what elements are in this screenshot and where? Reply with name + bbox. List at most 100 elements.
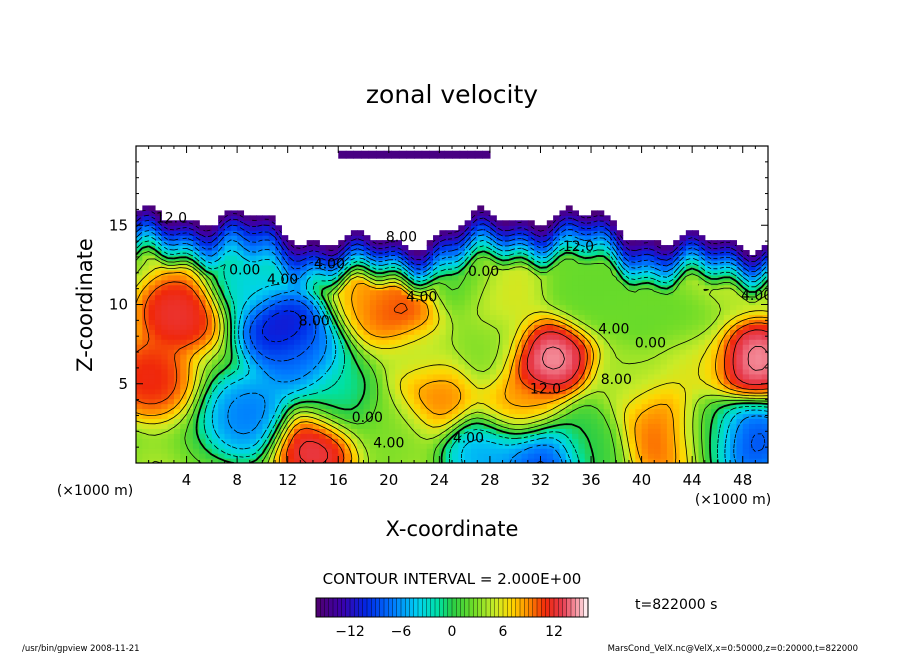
field-cell [300,388,308,395]
field-cell [755,329,763,335]
field-cell [736,264,744,271]
field-cell [395,264,403,271]
field-cell [458,269,466,276]
field-cell [275,324,282,330]
field-cell [546,250,554,256]
field-cell [622,324,630,330]
field-cell [268,319,276,325]
field-cell [666,329,674,335]
field-cell [458,438,466,444]
field-cell [553,304,561,311]
field-cell [388,363,396,370]
field-cell [559,309,567,315]
field-cell [382,279,390,286]
field-cell [635,304,643,311]
field-cell [357,403,365,410]
field-cell [376,339,384,345]
field-cell [527,225,535,231]
field-cell [698,339,706,345]
field-cell [363,284,371,291]
field-cell [584,334,592,340]
field-cell [331,299,339,306]
field-cell [572,443,579,449]
field-cell [534,324,542,330]
field-cell [622,304,630,311]
field-cell [237,329,245,335]
field-cell [230,309,238,315]
field-cell [230,349,238,355]
field-cell [237,304,245,311]
field-cell [736,438,744,444]
field-cell [546,438,554,444]
field-cell [186,368,194,375]
field-cell [205,230,213,236]
chart-title: zonal velocity [366,80,538,109]
field-cell [211,349,219,355]
field-cell [489,383,497,390]
field-cell [723,438,731,444]
field-cell [357,358,365,365]
field-cell [610,398,617,405]
field-cell [192,329,200,335]
field-cell [142,388,150,395]
field-cell [622,418,630,424]
field-cell [325,319,333,325]
field-cell [319,299,327,306]
field-cell [224,438,232,444]
field-cell [275,433,282,439]
field-cell [761,433,768,439]
field-cell [306,423,314,429]
field-cell [603,349,611,355]
field-cell [439,443,447,449]
field-cell [489,245,497,251]
field-cell [717,368,725,375]
field-cell [578,240,586,246]
field-cell [540,225,548,231]
field-cell [414,309,421,315]
field-cell [584,339,592,345]
field-cell [306,269,314,276]
field-cell [287,458,295,463]
field-cell [249,363,257,370]
field-cell [360,150,370,159]
field-cell [256,279,263,286]
field-cell [452,378,459,385]
field-cell [256,349,263,355]
field-cell [312,329,320,335]
colorbar-cell [367,598,372,617]
field-cell [628,319,636,325]
field-cell [369,314,377,320]
field-cell [635,254,643,261]
field-cell [584,294,592,301]
field-cell [268,373,276,380]
field-cell [489,413,497,420]
field-cell [350,299,358,306]
field-cell [243,339,251,345]
field-cell [559,319,567,325]
field-cell [578,309,586,315]
field-cell [237,354,245,360]
field-cell [382,398,390,405]
field-cell [350,245,358,251]
field-cell [344,309,352,315]
field-cell [256,304,263,311]
field-cell [414,368,421,375]
field-cell [616,453,624,459]
field-cell [199,294,207,301]
field-cell [559,279,567,286]
field-cell [679,458,687,463]
field-cell [591,428,598,434]
field-cell [647,344,655,350]
field-cell [521,383,529,390]
field-cell [578,393,586,400]
field-cell [275,418,282,424]
field-cell [445,428,453,434]
field-cell [275,438,282,444]
contour-line [136,245,768,463]
field-cell [148,274,156,281]
field-cell [553,393,561,400]
field-cell [685,279,693,286]
field-cell [749,368,756,375]
field-cell [376,368,384,375]
field-cell [294,339,301,345]
